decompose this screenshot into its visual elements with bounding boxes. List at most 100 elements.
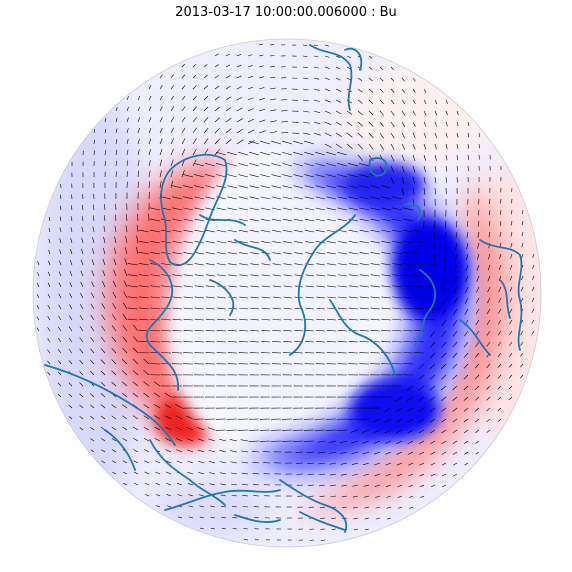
vector-arrow	[520, 286, 524, 292]
vector-arrow	[423, 187, 426, 195]
vector-arrow	[153, 381, 161, 387]
vector-arrow	[216, 330, 227, 332]
vector-arrow	[122, 404, 128, 409]
vector-arrow	[370, 229, 381, 233]
vector-arrow	[59, 238, 62, 244]
vector-arrow	[477, 220, 480, 227]
vector-arrow	[390, 165, 395, 173]
vector-arrow	[368, 55, 373, 59]
vector-arrow	[159, 127, 163, 134]
vector-arrow	[172, 240, 183, 244]
vector-arrow	[429, 363, 436, 370]
vector-arrow	[150, 274, 161, 277]
vector-arrow	[170, 148, 174, 156]
vector-arrow	[149, 341, 161, 343]
vector-arrow	[456, 132, 459, 138]
vector-arrow	[370, 196, 381, 200]
vector-arrow	[122, 325, 128, 332]
vector-arrow	[47, 304, 51, 310]
vector-arrow	[258, 119, 266, 123]
vector-arrow	[126, 214, 128, 222]
vector-arrow	[375, 506, 381, 509]
vector-arrow	[137, 213, 139, 222]
vector-arrow	[453, 473, 458, 477]
vector-arrow	[101, 281, 106, 288]
vector-arrow	[183, 240, 194, 244]
vector-arrow	[181, 106, 186, 112]
vector-arrow	[249, 185, 260, 189]
vector-arrow	[475, 429, 480, 433]
vector-arrow	[359, 307, 370, 310]
vector-arrow	[214, 149, 220, 156]
vector-arrow	[231, 483, 238, 486]
vector-arrow	[133, 460, 139, 464]
vector-arrow	[112, 302, 117, 310]
vector-arrow	[104, 150, 106, 156]
vector-arrow	[187, 460, 194, 464]
vector-arrow	[348, 207, 359, 211]
vector-arrow	[239, 241, 249, 244]
vector-arrow	[203, 127, 209, 134]
vector-arrow	[122, 426, 128, 431]
vector-arrow	[228, 318, 238, 321]
vector-arrow	[386, 495, 392, 498]
vector-arrow	[429, 341, 436, 348]
vector-arrow	[127, 307, 139, 310]
vector-arrow	[175, 426, 183, 431]
vector-arrow	[164, 392, 172, 398]
vector-arrow	[250, 307, 260, 310]
vector-arrow	[81, 248, 84, 255]
vector-arrow	[172, 207, 183, 211]
vector-arrow	[165, 460, 172, 464]
vector-arrow	[90, 427, 95, 431]
vector-arrow	[464, 440, 469, 444]
vector-arrow	[497, 374, 502, 379]
vector-arrow	[316, 296, 326, 299]
vector-arrow	[423, 88, 427, 93]
vector-arrow	[122, 438, 128, 442]
vector-arrow	[521, 220, 524, 226]
vector-arrow	[210, 516, 216, 519]
vector-arrow	[238, 151, 249, 156]
vector-arrow	[379, 132, 384, 139]
vector-arrow	[258, 108, 266, 112]
vector-arrow	[401, 77, 405, 82]
vector-arrow	[419, 484, 425, 488]
vector-arrow	[455, 242, 458, 250]
vector-arrow	[104, 117, 107, 123]
vector-arrow	[220, 483, 227, 486]
vector-arrow	[390, 176, 394, 185]
vector-arrow	[208, 461, 216, 464]
vector-arrow	[148, 95, 152, 101]
vector-arrow	[370, 274, 381, 277]
vector-arrow	[370, 318, 381, 321]
vector-arrow	[137, 149, 140, 156]
vector-arrow	[508, 363, 513, 368]
vector-arrow	[324, 143, 332, 148]
vector-arrow	[90, 325, 95, 332]
vector-arrow	[123, 471, 128, 475]
vector-arrow	[186, 426, 194, 431]
vector-arrow	[258, 98, 265, 101]
vector-arrow	[364, 506, 370, 509]
vector-arrow	[413, 307, 425, 310]
vector-arrow	[315, 196, 326, 200]
vector-arrow	[368, 143, 374, 150]
vector-arrow	[452, 352, 458, 359]
vector-arrow	[164, 404, 172, 409]
vector-arrow	[138, 285, 150, 288]
vector-arrow	[466, 242, 469, 250]
vector-arrow	[214, 74, 220, 79]
vector-arrow	[454, 253, 458, 261]
vector-arrow	[379, 99, 384, 105]
vector-arrow	[208, 449, 216, 453]
vector-arrow	[434, 165, 437, 172]
vector-arrow	[441, 429, 447, 434]
vector-arrow	[205, 296, 216, 299]
coastline-canadian-arctic	[145, 214, 271, 391]
vector-arrow	[154, 404, 161, 409]
vector-arrow	[205, 185, 216, 189]
vector-arrow	[467, 154, 469, 160]
vector-arrow	[269, 87, 276, 90]
vector-arrow	[509, 308, 513, 314]
